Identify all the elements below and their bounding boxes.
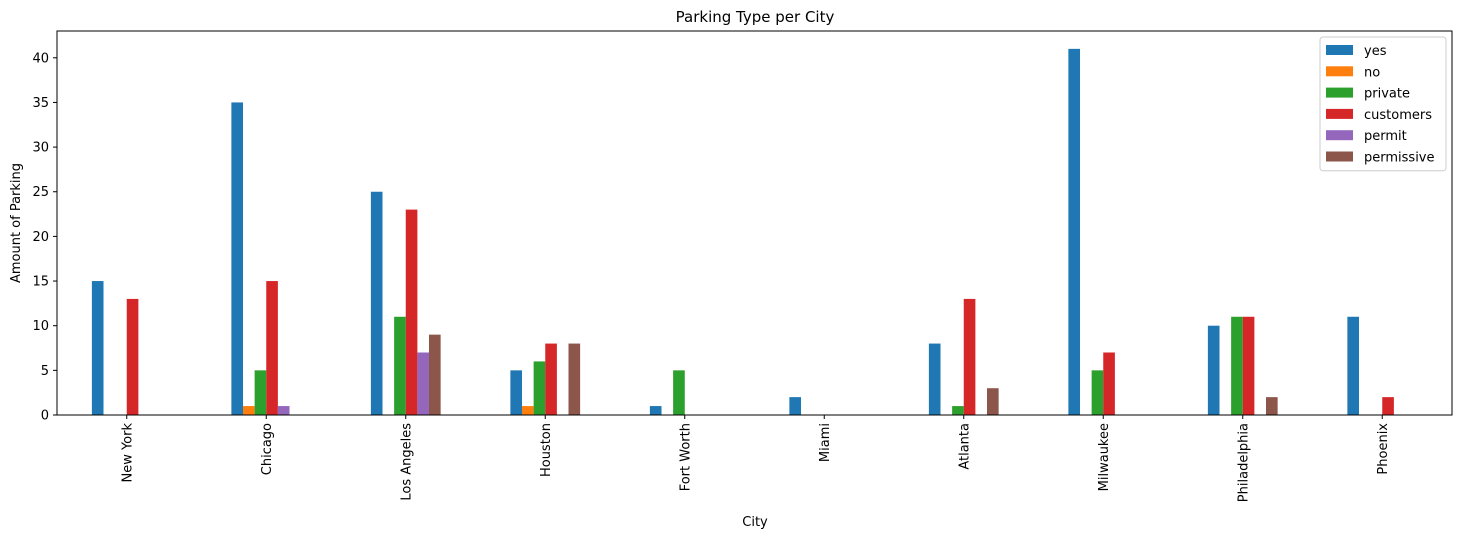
y-axis-title: Amount of Parking: [9, 163, 24, 283]
bar-permit-chicago: [277, 406, 290, 415]
y-tick-label: 35: [32, 96, 49, 111]
y-tick-label: 5: [41, 364, 49, 379]
x-tick-label: Miami: [818, 423, 833, 462]
x-tick-label: Fort Worth: [678, 423, 693, 491]
chart-title: Parking Type per City: [676, 8, 835, 26]
x-tick-label: Los Angeles: [399, 423, 414, 501]
bar-private-houston: [533, 361, 546, 415]
bar-no-chicago: [243, 406, 255, 415]
legend-label-permissive: permissive: [1364, 151, 1435, 166]
x-tick-label: Chicago: [260, 423, 275, 475]
bar-yes-milwaukee: [1068, 48, 1081, 416]
bar-customers-chicago: [266, 281, 278, 415]
plot-area-frame: [56, 30, 1453, 416]
bar-yes-phoenix: [1347, 316, 1360, 415]
bar-private-chicago: [254, 370, 267, 415]
legend-label-yes: yes: [1364, 44, 1387, 59]
bar-customers-atlanta: [963, 298, 976, 415]
bar-private-los-angeles: [394, 316, 406, 415]
bar-permissive-atlanta: [987, 388, 999, 415]
bar-customers-new-york: [126, 298, 139, 415]
bar-private-milwaukee: [1091, 370, 1104, 415]
y-tick-label: 25: [32, 185, 49, 200]
bar-customers-phoenix: [1382, 397, 1394, 415]
x-axis-title: City: [742, 515, 768, 530]
legend-swatch-permit: [1326, 130, 1353, 141]
legend-label-no: no: [1364, 65, 1380, 80]
bar-customers-houston: [545, 343, 557, 415]
y-tick-label: 15: [32, 275, 49, 290]
y-tick-label: 30: [32, 141, 49, 156]
legend-label-private: private: [1364, 87, 1410, 102]
x-tick-label: Atlanta: [957, 423, 972, 470]
y-tick-label: 40: [32, 51, 49, 66]
bar-private-atlanta: [952, 406, 964, 415]
x-tick-label: Phoenix: [1376, 423, 1391, 475]
x-tick-label: Houston: [539, 423, 554, 477]
bar-yes-new-york: [91, 281, 104, 415]
x-tick-label: Philadelphia: [1236, 423, 1251, 502]
legend-swatch-yes: [1326, 45, 1353, 55]
bar-permissive-los-angeles: [429, 334, 441, 415]
bar-customers-milwaukee: [1103, 352, 1115, 415]
legend-swatch-no: [1326, 66, 1353, 77]
y-tick-label: 0: [41, 409, 49, 424]
x-tick-label: Milwaukee: [1097, 423, 1112, 491]
bar-yes-miami: [789, 397, 802, 415]
x-axis: New York Chicago Los Angeles Houston Fort Wo…: [120, 415, 1391, 502]
bar-private-philadelphia: [1231, 316, 1243, 415]
bar-customers-los-angeles: [405, 209, 418, 415]
y-tick-label: 20: [32, 230, 49, 245]
y-axis: 0 5 10 15 20 25 30 35 40: [32, 51, 57, 424]
bar-permissive-philadelphia: [1266, 397, 1278, 415]
bar-yes-chicago: [231, 102, 244, 415]
bar-permissive-houston: [568, 343, 581, 415]
bar-no-houston: [522, 406, 534, 415]
legend-swatch-customers: [1326, 108, 1353, 119]
bar-yes-los-angeles: [370, 191, 383, 415]
bar-customers-philadelphia: [1242, 316, 1255, 415]
legend-swatch-permissive: [1326, 151, 1353, 162]
legend-label-permit: permit: [1364, 129, 1407, 144]
legend: yes no private customers permit permissive: [1319, 36, 1447, 172]
legend-label-customers: customers: [1364, 108, 1432, 123]
x-tick-label: New York: [120, 423, 135, 483]
bar-yes-philadelphia: [1207, 325, 1220, 415]
bar-yes-atlanta: [928, 343, 941, 415]
legend-swatch-private: [1326, 87, 1353, 98]
bar-yes-fort-worth: [649, 406, 662, 415]
y-tick-label: 10: [32, 319, 49, 334]
bars-group: [91, 48, 1394, 416]
bar-yes-houston: [510, 370, 523, 415]
bar-private-fort-worth: [673, 370, 685, 415]
bar-permit-los-angeles: [417, 352, 430, 415]
